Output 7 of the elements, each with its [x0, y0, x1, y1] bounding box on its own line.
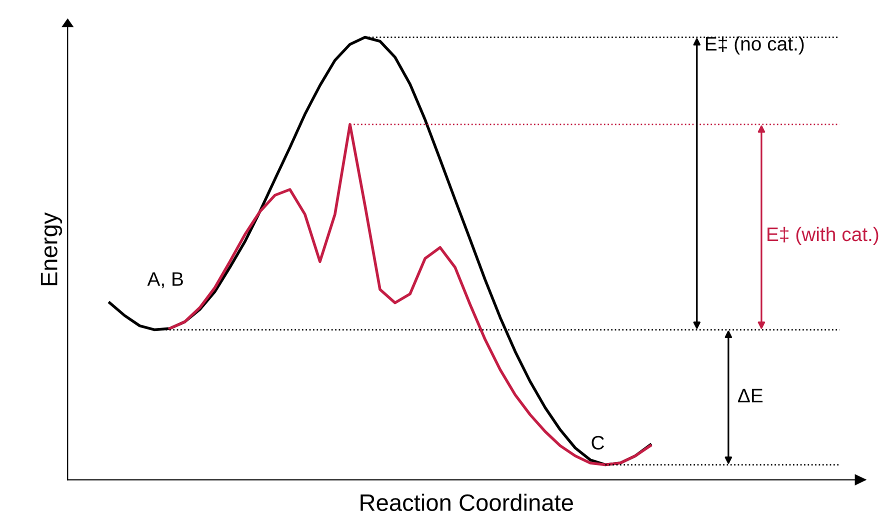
- x-axis-title: Reaction Coordinate: [360, 494, 573, 512]
- y-axis-title: Energy: [40, 212, 62, 286]
- annotation: A, B: [147, 272, 183, 288]
- annotation: C: [592, 436, 604, 450]
- text: ΔE: [738, 388, 763, 402]
- text: E‡ (with cat.): [768, 226, 878, 246]
- text: E‡ (no cat.): [706, 36, 804, 55]
